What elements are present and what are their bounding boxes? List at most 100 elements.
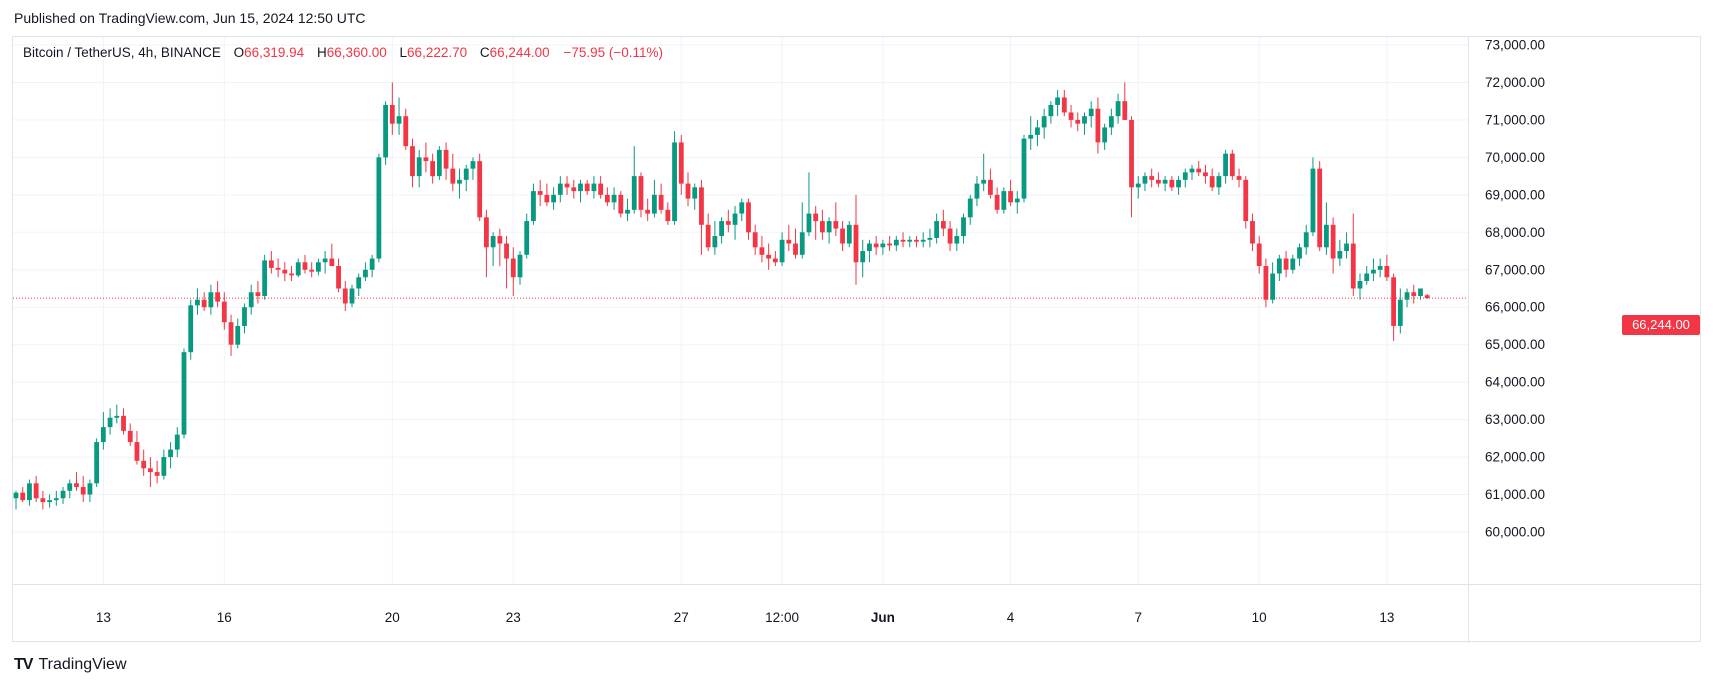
candle-body[interactable] [631,176,637,210]
candle-body[interactable] [625,209,630,214]
candle-body[interactable] [80,487,86,495]
candle-body[interactable] [1236,176,1242,180]
candle-body[interactable] [994,194,1000,210]
candle-body[interactable] [584,183,590,192]
candle-body[interactable] [793,243,798,255]
candle-body[interactable] [463,168,469,180]
candle-body[interactable] [268,260,274,268]
candle-body[interactable] [517,254,523,278]
candle-body[interactable] [436,149,442,177]
candle-body[interactable] [1055,97,1060,105]
candle-body[interactable] [900,239,906,242]
candle-body[interactable] [1149,176,1155,180]
candle-body[interactable] [215,292,220,302]
candle-body[interactable] [477,161,483,218]
tradingview-brand[interactable]: TV TradingView [14,656,127,674]
candle-body[interactable] [719,221,724,237]
candle-body[interactable] [551,194,556,203]
candle-body[interactable] [1243,179,1249,222]
candle-body[interactable] [356,277,362,289]
candle-body[interactable] [295,262,301,276]
candle-body[interactable] [497,236,503,244]
candle-body[interactable] [13,492,19,499]
candle-body[interactable] [578,183,583,192]
candle-body[interactable] [67,483,73,491]
symbol-name[interactable]: Bitcoin / TetherUS, 4h, BINANCE [23,45,221,60]
candle-body[interactable] [940,221,946,229]
candle-body[interactable] [571,187,577,192]
candle-body[interactable] [806,213,812,233]
candle-body[interactable] [544,194,550,203]
candle-body[interactable] [1317,168,1323,248]
candle-body[interactable] [1115,101,1121,117]
candle-body[interactable] [504,243,509,259]
candle-body[interactable] [712,236,718,248]
candle-body[interactable] [1095,108,1101,143]
candle-body[interactable] [20,492,26,501]
candle-body[interactable] [201,299,207,308]
candle-body[interactable] [604,194,610,203]
candle-body[interactable] [336,266,341,289]
candle-body[interactable] [820,221,825,233]
candle-body[interactable] [685,183,691,199]
candle-body[interactable] [799,232,805,255]
candle-body[interactable] [961,217,966,237]
candle-body[interactable] [1223,153,1228,177]
candle-body[interactable] [74,483,79,488]
candle-body[interactable] [33,483,39,499]
candle-body[interactable] [1035,127,1040,135]
candle-body[interactable] [860,251,866,263]
candle-body[interactable] [537,191,543,195]
candle-body[interactable] [705,224,711,248]
candle-body[interactable] [1068,112,1074,120]
candle-body[interactable] [786,239,792,244]
candle-body[interactable] [27,483,32,501]
candle-body[interactable] [322,258,328,263]
candle-body[interactable] [934,221,940,238]
candle-body[interactable] [510,258,516,278]
candle-body[interactable] [1162,179,1168,184]
candle-body[interactable] [692,187,698,199]
candle-body[interactable] [1364,273,1370,282]
candle-body[interactable] [1088,108,1094,117]
candle-body[interactable] [772,258,778,263]
candle-body[interactable] [672,142,677,222]
candle-body[interactable] [490,236,496,248]
candle-body[interactable] [826,221,832,233]
candle-body[interactable] [974,183,980,199]
candle-body[interactable] [1189,168,1195,173]
candle-body[interactable] [967,198,973,218]
candle-body[interactable] [168,449,173,458]
candle-body[interactable] [1182,172,1188,180]
candle-body[interactable] [853,224,859,263]
candle-body[interactable] [423,157,429,162]
candle-body[interactable] [1350,243,1356,289]
candle-body[interactable] [873,243,879,248]
candle-body[interactable] [195,299,200,306]
candle-body[interactable] [1411,292,1417,296]
candle-body[interactable] [53,498,59,501]
candle-body[interactable] [363,269,368,278]
candle-body[interactable] [342,288,348,304]
candle-body[interactable] [1209,176,1215,188]
candle-body[interactable] [840,228,845,244]
candle-body[interactable] [927,237,933,240]
candle-body[interactable] [47,500,52,503]
candle-body[interactable] [665,209,671,222]
candle-body[interactable] [1324,224,1329,248]
candle-body[interactable] [134,442,140,461]
candle-body[interactable] [618,194,624,214]
candle-body[interactable] [410,146,415,177]
candle-body[interactable] [1176,179,1181,188]
candle-body[interactable] [1250,221,1255,244]
candle-body[interactable] [907,239,913,242]
candle-body[interactable] [1216,176,1222,188]
candle-body[interactable] [383,104,388,158]
candle-body[interactable] [60,490,66,499]
candle-body[interactable] [947,228,953,244]
candle-body[interactable] [759,247,765,255]
candle-body[interactable] [349,288,355,304]
candle-body[interactable] [221,301,227,323]
candle-body[interactable] [981,179,987,184]
candle-body[interactable] [114,415,120,418]
